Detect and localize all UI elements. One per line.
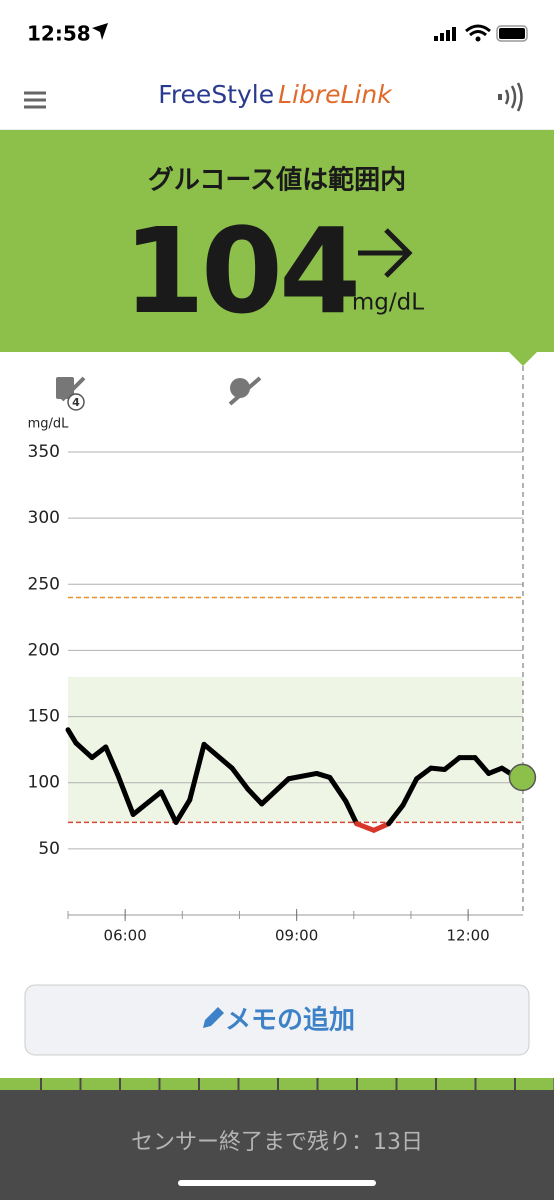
y-tick-label: 100 — [28, 773, 60, 793]
strip-divider — [119, 1078, 121, 1090]
y-tick-label: 350 — [28, 442, 60, 462]
strip-divider — [80, 1078, 82, 1090]
signal-icon — [434, 27, 456, 41]
strip-divider — [277, 1078, 279, 1090]
brand-2: LibreLink — [278, 80, 393, 109]
menu-button[interactable] — [24, 93, 46, 107]
strip-divider — [514, 1078, 516, 1090]
x-tick-label: 09:00 — [275, 927, 318, 945]
x-tick-label: 06:00 — [104, 927, 147, 945]
unit: mg/dL — [352, 290, 424, 316]
banner-pointer — [509, 352, 537, 366]
strip-divider — [475, 1078, 477, 1090]
scan-button[interactable] — [498, 83, 522, 111]
y-tick-label: 50 — [38, 839, 60, 859]
y-tick-label: 300 — [28, 508, 60, 528]
status-time: 12:58 — [27, 22, 91, 46]
glucose-value: 104 — [123, 202, 357, 340]
strip-divider — [40, 1078, 42, 1090]
memo-button-label: メモの追加 — [225, 1005, 355, 1036]
battery-level — [499, 28, 525, 39]
status-text: グルコース値は範囲内 — [148, 165, 406, 196]
memo-button[interactable]: メモの追加 — [25, 985, 529, 1055]
brand-1: FreeStyle — [158, 80, 274, 109]
note-count: 4 — [72, 396, 80, 409]
x-tick-label: 12:00 — [447, 927, 490, 945]
target-range — [68, 677, 523, 823]
location-icon — [92, 23, 108, 40]
strip-divider — [317, 1078, 319, 1090]
insulin-icon — [230, 378, 260, 404]
strip-divider — [356, 1078, 358, 1090]
y-tick-label: 250 — [28, 574, 60, 594]
y-tick-label: 150 — [28, 707, 60, 727]
wifi-dot — [476, 37, 481, 42]
strip-divider — [198, 1078, 200, 1090]
strip-divider — [238, 1078, 240, 1090]
strip-divider — [159, 1078, 161, 1090]
strip-divider — [435, 1078, 437, 1090]
home-indicator — [178, 1180, 376, 1186]
sensor-strip — [0, 1078, 554, 1090]
sensor-text: センサー終了まで残り：13日 — [131, 1130, 423, 1155]
chart: 50 100 150 200 250 300 350 06:00 09:00 12:00 — [28, 366, 536, 945]
glucose-line — [357, 824, 374, 831]
strip-divider — [396, 1078, 398, 1090]
current-reading — [509, 764, 535, 790]
y-tick-label: 200 — [28, 640, 60, 660]
wifi-icon — [466, 26, 490, 35]
y-axis-unit: mg/dL — [28, 417, 70, 432]
